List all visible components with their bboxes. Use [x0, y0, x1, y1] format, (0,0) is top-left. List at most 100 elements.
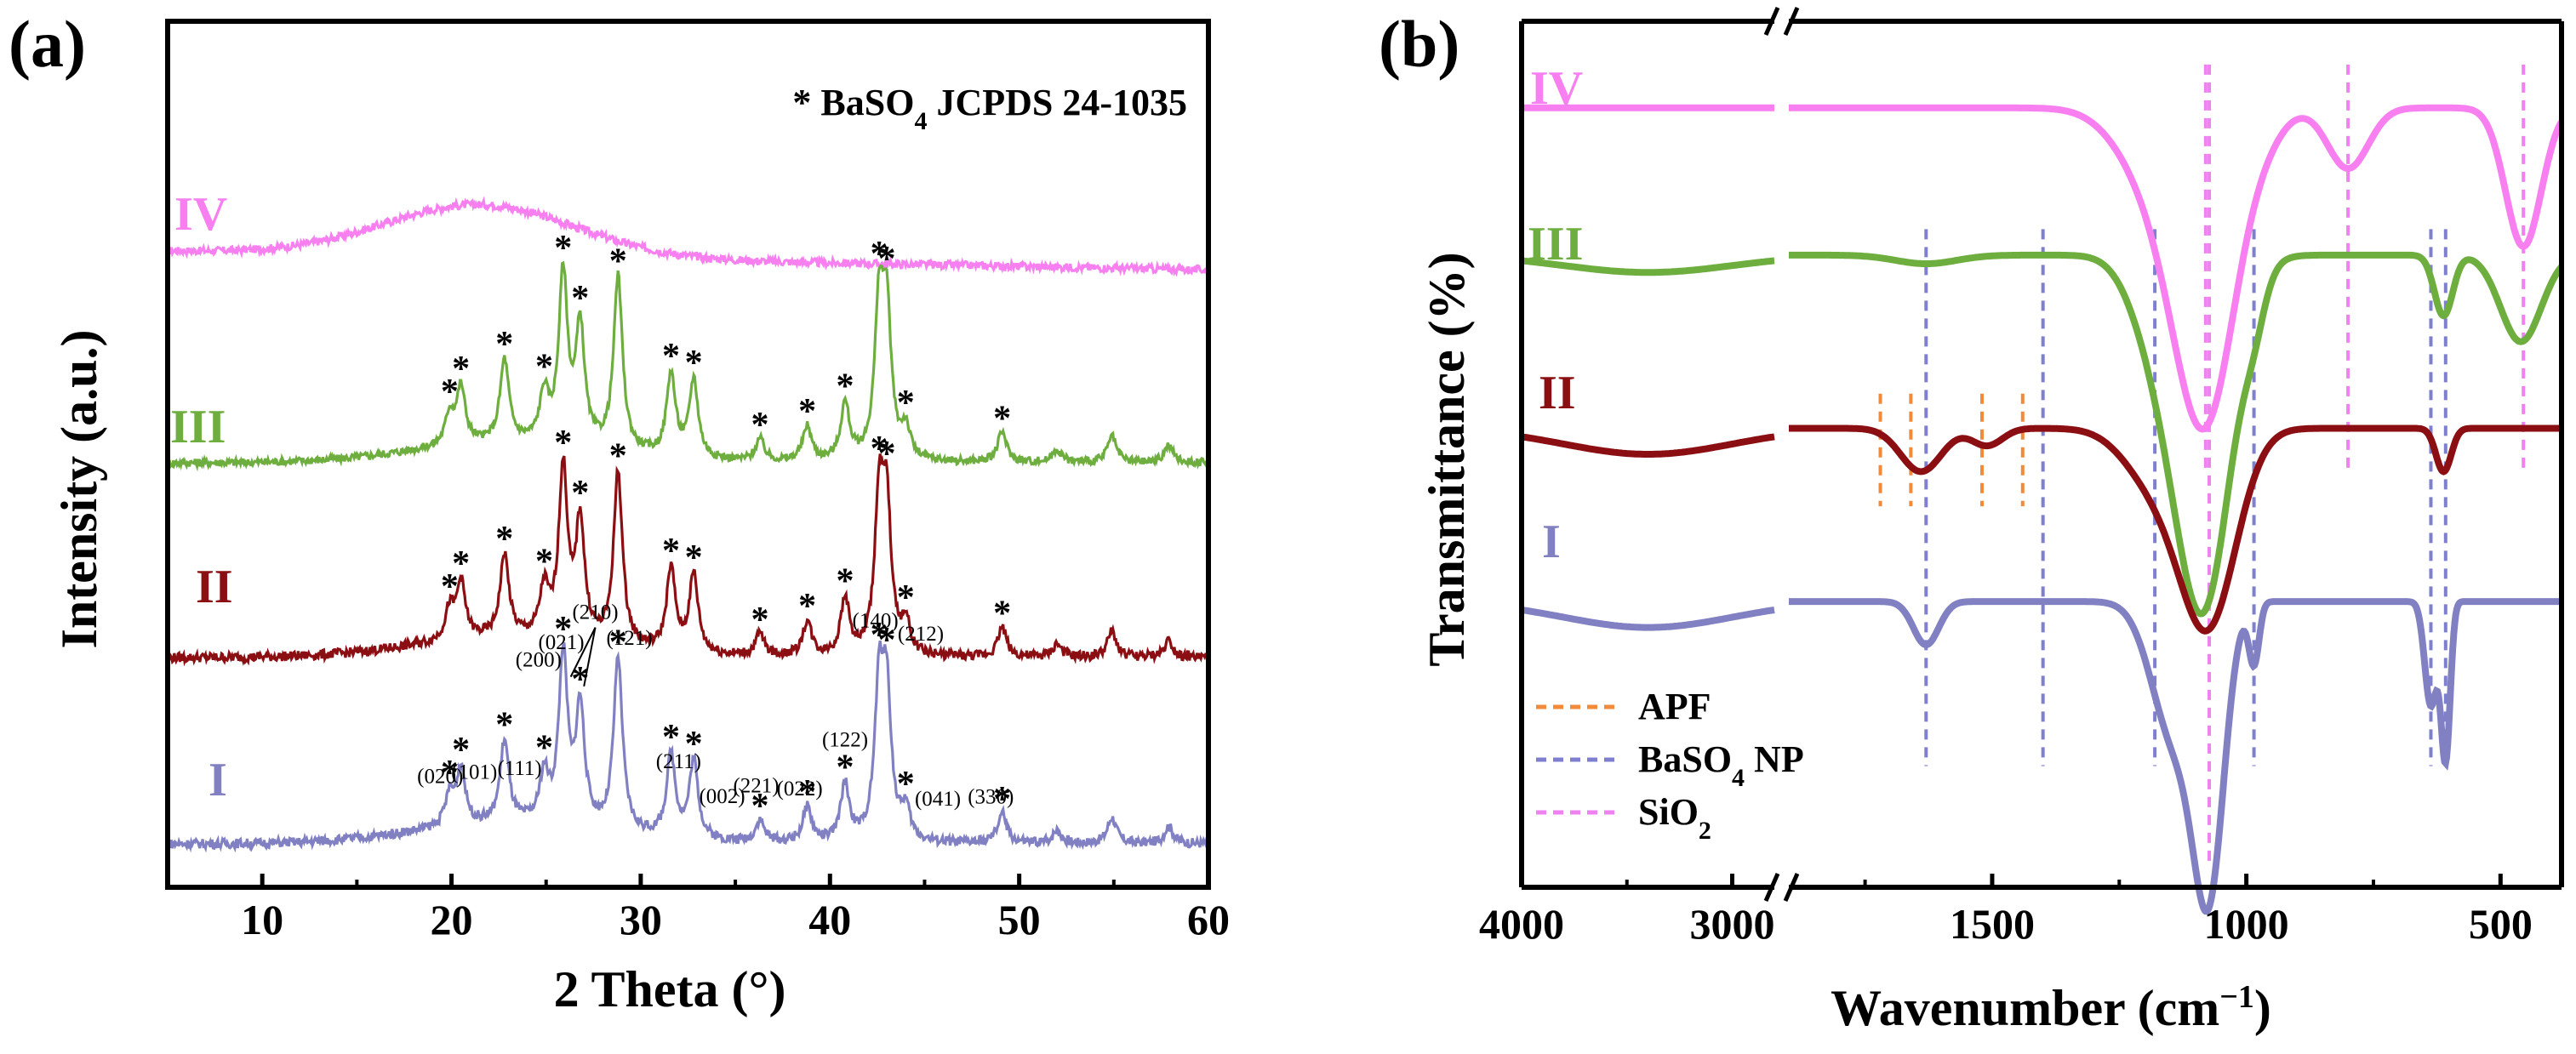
hkl-label: (021) — [538, 631, 584, 654]
peak-star-I: * — [609, 623, 627, 662]
hkl-label: (121) — [606, 627, 652, 650]
peak-star-I: * — [871, 616, 888, 655]
peak-star-II: * — [495, 520, 513, 559]
panel-b-reference-lines — [1878, 64, 2526, 862]
peak-star-I: * — [897, 765, 915, 804]
peak-star-I: * — [837, 748, 854, 787]
xrd-series-label-IV: IV — [174, 188, 227, 241]
xrd-series-III — [166, 260, 1210, 472]
ftir-series-IV-segment-2 — [1789, 104, 2565, 433]
legend-label: BaSO4 NP — [1638, 738, 1804, 792]
xrd-series-IV — [167, 196, 1210, 277]
axis-break-mark — [1783, 6, 1800, 37]
hkl-label: (212) — [898, 623, 944, 646]
peak-star-III: * — [495, 325, 513, 364]
peak-star-III: * — [897, 384, 915, 423]
panel-b-x-ticks: 4000 3000 1500 1000 500 — [1479, 874, 2533, 948]
peak-star-I: * — [535, 728, 553, 767]
ftir-series-II-segment-2 — [1789, 424, 2562, 635]
peak-star-II: * — [609, 436, 627, 476]
peak-star-I: * — [993, 780, 1011, 819]
panel-b-frame — [1519, 6, 2564, 903]
hkl-label: (221) — [733, 774, 779, 797]
axis-break-mark — [1763, 872, 1780, 903]
hkl-label: (211) — [656, 750, 701, 773]
hkl-leader-line — [583, 627, 597, 687]
panel-a-annotation: * BaSO4 JCPDS 24-1035 — [792, 82, 1187, 135]
peak-star-III: * — [452, 350, 470, 389]
x-tick-label: 4000 — [1479, 900, 1564, 948]
panel-a-x-axis-title: 2 Theta (°) — [554, 961, 786, 1017]
ftir-series-label-III: III — [1528, 218, 1583, 271]
peak-star-III: * — [535, 347, 553, 386]
peak-star-III: * — [877, 240, 895, 279]
xrd-series-I — [167, 640, 1210, 853]
peak-star-I: * — [662, 718, 680, 757]
peak-star-III: * — [837, 367, 854, 407]
x-tick-label: 20 — [431, 896, 473, 943]
peak-star-II: * — [837, 562, 854, 601]
panel-b-label: (b) — [1379, 7, 1459, 81]
x-tick-label: 1500 — [1950, 900, 2035, 948]
peak-star-III: * — [441, 373, 459, 412]
panel-a-label: (a) — [9, 7, 86, 81]
axis-break-mark — [1763, 6, 1780, 37]
x-tick-label: 50 — [998, 896, 1041, 943]
x-tick-label: 1000 — [2204, 900, 2289, 948]
peak-star-II: * — [554, 424, 572, 463]
peak-star-III: * — [798, 392, 816, 431]
peak-star-III: * — [571, 279, 589, 318]
peak-star-II: * — [662, 532, 680, 571]
peak-star-I: * — [751, 787, 768, 826]
panel-b-series-group — [1521, 104, 2565, 915]
peak-star-II: * — [751, 601, 768, 640]
panel-a-x-ticks: 10 20 30 40 50 60 — [166, 874, 1230, 943]
panel-a-peak-markers: ******** ** ***** ********* ** ***** *********… — [441, 229, 1011, 826]
peak-star-I: * — [571, 660, 589, 699]
hkl-label: (140) — [853, 610, 899, 633]
peak-star-II: * — [441, 567, 459, 607]
peak-star-I: * — [877, 621, 895, 660]
ftir-series-I-segment-1 — [1521, 607, 1775, 631]
peak-star-III: * — [751, 406, 768, 445]
xrd-series-II — [166, 453, 1210, 667]
hkl-label: (111) — [497, 757, 541, 780]
hkl-label: (330) — [968, 785, 1014, 808]
legend-label: SiO2 — [1638, 791, 1711, 845]
hkl-label: (122) — [822, 728, 868, 751]
peak-star-II: * — [571, 474, 589, 513]
ftir-series-III-segment-1 — [1521, 257, 1775, 276]
hkl-label: (200) — [516, 648, 562, 671]
peak-star-II: * — [877, 435, 895, 474]
x-tick-label: 60 — [1187, 896, 1230, 943]
peak-star-I: * — [452, 731, 470, 770]
ftir-series-III-segment-2 — [1789, 251, 2565, 618]
hkl-label: (210) — [572, 601, 618, 624]
peak-star-I: * — [495, 706, 513, 745]
hkl-label: (020) — [417, 766, 463, 789]
x-tick-label: 500 — [2469, 900, 2533, 948]
peak-star-III: * — [871, 235, 888, 274]
peak-star-II: * — [452, 544, 470, 584]
peak-star-II: * — [685, 538, 703, 578]
ftir-series-I-segment-2 — [1789, 598, 2562, 915]
x-tick-label: 30 — [620, 896, 662, 943]
xrd-series-label-I: I — [208, 754, 227, 806]
panel-a-hkl-labels: (020)(101) (111) (200)(021) (210) (121) (211)… — [417, 601, 1014, 811]
panel-a-series-group — [166, 196, 1210, 853]
hkl-label: (101) — [451, 761, 497, 784]
panel-b-y-axis-title: Transmittance (%) — [1419, 252, 1475, 666]
peak-star-II: * — [993, 594, 1011, 633]
peak-star-I: * — [685, 725, 703, 764]
peak-star-I: * — [554, 610, 572, 649]
ftir-series-label-II: II — [1539, 367, 1576, 419]
peak-star-II: * — [871, 430, 888, 469]
hkl-label: (002) — [699, 785, 745, 808]
panel-b-ftir-chart: (b) Transmittance (%) Wavenumber (cm−1) … — [1379, 6, 2565, 1036]
panel-a-xrd-chart: (a) Intensity (a.u.) 2 Theta (°) * BaSO4… — [9, 7, 1230, 1017]
peak-star-III: * — [993, 399, 1011, 438]
peak-star-III: * — [685, 344, 703, 383]
x-tick-label: 10 — [241, 896, 283, 943]
